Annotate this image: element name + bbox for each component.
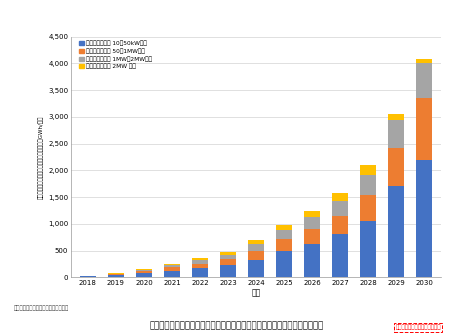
Bar — [164, 267, 180, 271]
Text: 太陽光発電関連定置型蓄電池年間導入量予測（導入・技術開発加速ケース）: 太陽光発電関連定置型蓄電池年間導入量予測（導入・技術開発加速ケース） — [150, 322, 324, 331]
Bar — [247, 251, 264, 260]
Bar — [275, 225, 292, 230]
Bar — [247, 260, 264, 277]
Bar — [416, 59, 432, 63]
Bar — [136, 269, 152, 270]
Bar — [303, 217, 320, 229]
Bar — [275, 239, 292, 250]
Bar — [332, 201, 348, 216]
Bar — [219, 259, 237, 266]
Bar — [388, 148, 404, 186]
Bar — [247, 240, 264, 244]
Text: 出典：株式会社資源総合システム調べ: 出典：株式会社資源総合システム調べ — [14, 306, 70, 311]
Bar — [303, 211, 320, 217]
Bar — [416, 160, 432, 277]
Bar — [360, 221, 376, 277]
Bar — [191, 258, 209, 260]
Y-axis label: 太陽光発電関連定置型蓄電池年間導入量（GWh/年）: 太陽光発電関連定置型蓄電池年間導入量（GWh/年） — [38, 115, 44, 199]
Text: 『導入・技術開発加速ケース』: 『導入・技術開発加速ケース』 — [395, 325, 441, 330]
Bar — [388, 186, 404, 277]
Bar — [360, 195, 376, 221]
Bar — [219, 252, 237, 255]
Bar — [219, 266, 237, 277]
Bar — [303, 244, 320, 277]
Bar — [191, 264, 209, 269]
Bar — [360, 165, 376, 175]
Bar — [416, 63, 432, 98]
Bar — [191, 260, 209, 264]
Bar — [191, 269, 209, 277]
Bar — [219, 255, 237, 259]
Bar — [247, 244, 264, 251]
Bar — [164, 264, 180, 265]
Bar — [332, 216, 348, 234]
Bar — [164, 265, 180, 267]
X-axis label: 年度: 年度 — [251, 289, 261, 298]
Bar — [303, 229, 320, 244]
Bar — [164, 271, 180, 277]
Bar — [136, 271, 152, 273]
Bar — [136, 270, 152, 271]
Bar — [332, 234, 348, 277]
Bar — [416, 98, 432, 160]
Legend: 太陽光発電容量 10～50kW未満, 太陽光発電容量 50～1MW未満, 太陽光発電容量 1MW～2MW未満, 太陽光発電容量 2MW 以上: 太陽光発電容量 10～50kW未満, 太陽光発電容量 50～1MW未満, 太陽光… — [78, 40, 154, 70]
Bar — [332, 193, 348, 201]
Bar — [388, 120, 404, 148]
Bar — [360, 175, 376, 195]
Bar — [136, 273, 152, 277]
Bar — [275, 250, 292, 277]
Bar — [388, 114, 404, 120]
Bar — [108, 275, 124, 277]
Bar — [108, 274, 124, 275]
Bar — [108, 273, 124, 274]
Bar — [275, 230, 292, 239]
